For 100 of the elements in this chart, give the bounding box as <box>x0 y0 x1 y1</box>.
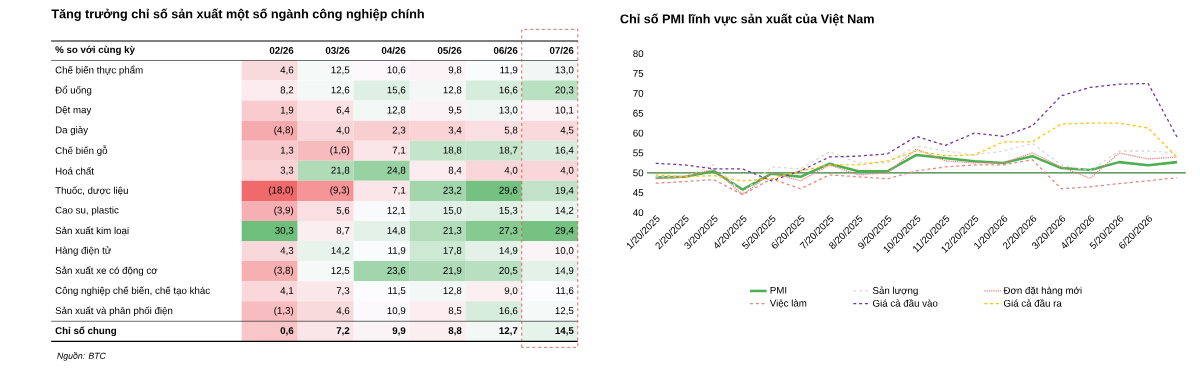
y-tick-label: Chế biến thực phẩm <box>55 65 143 76</box>
legend-label: Giá cả đầu ra <box>1003 299 1062 307</box>
data-label: 17,8 <box>443 247 462 256</box>
data-label: 0,6 <box>280 327 294 336</box>
data-label: 21,3 <box>443 227 462 236</box>
legend-label: PMI <box>770 287 787 294</box>
y-tick-label: Chỉ số chung <box>55 326 117 337</box>
data-label: 12,8 <box>443 86 462 95</box>
data-label: 15,0 <box>443 207 462 216</box>
data-label: 16,6 <box>499 307 518 316</box>
y-tick-label: 55 <box>633 149 644 157</box>
legend-label: Việc làm <box>769 299 807 309</box>
chart-title: Chỉ số PMI lĩnh vực sản xuất của Việt Nam <box>620 13 874 26</box>
data-label: (1,6) <box>330 146 350 156</box>
y-tick-label: 60 <box>633 129 644 137</box>
data-label: 12,1 <box>387 207 406 216</box>
data-label: 29,6 <box>499 187 518 196</box>
y-tick-label: 70 <box>633 90 644 97</box>
data-label: (3,9) <box>274 206 294 216</box>
data-label: 16,4 <box>555 146 574 155</box>
y-tick-label: 65 <box>633 110 644 117</box>
y-tick-label: Công nghiệp chế biến, chế tạo khác <box>55 286 210 297</box>
data-label: 12,7 <box>499 327 518 336</box>
data-label: 5,6 <box>336 207 350 216</box>
data-label: 9,5 <box>448 106 462 115</box>
data-label: 12,5 <box>331 267 350 276</box>
y-tick-label: Thuốc, dược liệu <box>55 186 128 196</box>
data-label: 12,8 <box>443 287 462 296</box>
data-label: 9,8 <box>448 66 462 75</box>
data-label: 4,6 <box>336 307 350 316</box>
data-label: 23,2 <box>443 187 462 196</box>
data-label: 30,3 <box>275 227 294 236</box>
data-label: 14,5 <box>555 327 574 336</box>
y-tick-label: Da giày <box>55 126 89 136</box>
data-label: 18,7 <box>499 146 518 155</box>
data-label: 24,8 <box>387 166 406 176</box>
data-label: 8,7 <box>336 227 350 236</box>
data-label: 13,0 <box>555 66 574 75</box>
data-label: 8,2 <box>280 86 294 95</box>
y-axis-title: % so với cùng kỳ <box>55 46 135 56</box>
data-label: 29,4 <box>555 227 574 236</box>
data-label: 14,2 <box>331 247 350 256</box>
data-label: 21,9 <box>443 267 462 276</box>
data-label: 10,6 <box>387 66 406 75</box>
data-label: 9,0 <box>504 287 518 296</box>
data-label: 4,0 <box>336 126 350 135</box>
data-label: 4,0 <box>560 166 574 176</box>
legend-label: Sản lượng <box>872 286 918 297</box>
text: Nguồn: BTC <box>57 352 106 361</box>
data-label: (9,3) <box>330 186 350 196</box>
data-label: 2,3 <box>392 126 406 135</box>
data-label: (18,0) <box>268 186 294 196</box>
data-label: 18,8 <box>443 146 462 155</box>
data-label: 15,6 <box>387 86 406 95</box>
data-label: 12,5 <box>331 66 350 75</box>
data-label: 23,6 <box>387 267 406 276</box>
y-tick-label: Sản xuất và phân phối điện <box>55 306 173 317</box>
data-label: (3,8) <box>274 266 294 276</box>
data-label: 3,3 <box>280 166 294 176</box>
data-label: 1,3 <box>280 146 294 155</box>
data-label: 11,6 <box>556 287 574 296</box>
data-label: 10,0 <box>555 247 574 256</box>
data-label: 4,5 <box>560 126 574 135</box>
data-label: 19,4 <box>555 187 574 196</box>
y-tick-label: Sản xuất xe có động cơ <box>55 266 158 277</box>
data-label: 10,1 <box>555 106 574 115</box>
data-label: 14,9 <box>499 247 518 256</box>
data-label: 12,6 <box>331 86 350 95</box>
chart-title: Tăng trưởng chỉ số sản xuất một số ngành công nghiệp chính <box>51 8 424 22</box>
y-tick-label: Chế biến gỗ <box>55 145 108 157</box>
data-label: 14,2 <box>555 207 574 216</box>
data-label: (1,3) <box>274 306 294 316</box>
y-tick-label: Hàng điện tử <box>55 246 112 256</box>
y-tick-label: Dệt may <box>55 106 92 116</box>
data-label: 5,8 <box>504 126 518 135</box>
x-tick-label: 02/26 <box>269 47 294 55</box>
data-label: 8,8 <box>448 327 462 336</box>
data-label: 7,2 <box>336 327 350 336</box>
data-label: 4,3 <box>280 247 294 256</box>
y-tick-label: Hoá chất <box>55 167 94 175</box>
data-label: 12,8 <box>387 106 406 115</box>
x-tick-label: 03/26 <box>325 47 350 55</box>
data-label: 10,9 <box>387 307 406 316</box>
x-tick-label: 06/26 <box>493 47 518 55</box>
data-label: 7,1 <box>392 187 406 196</box>
y-tick-label: Sản xuất kim loại <box>55 226 129 236</box>
data-label: 4,0 <box>504 166 518 176</box>
data-label: 27,3 <box>499 227 518 236</box>
y-tick-label: 45 <box>633 189 644 197</box>
data-label: 12,5 <box>555 307 574 316</box>
x-tick-label: 07/26 <box>549 47 574 55</box>
data-label: 3,4 <box>448 126 462 135</box>
data-label: 4,1 <box>280 287 294 296</box>
data-label: 15,3 <box>499 207 518 216</box>
data-label: 16,6 <box>499 86 518 95</box>
data-label: 20,5 <box>499 267 518 276</box>
data-label: 14,9 <box>555 267 574 276</box>
y-tick-label: 80 <box>633 50 644 58</box>
data-label: 20,3 <box>555 86 574 95</box>
data-label: 11,9 <box>500 66 518 75</box>
